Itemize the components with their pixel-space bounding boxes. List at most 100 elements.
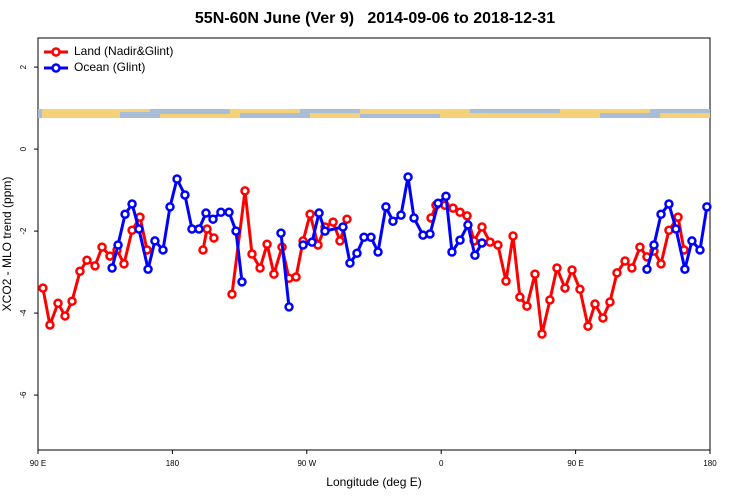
data-point bbox=[305, 209, 315, 220]
data-point bbox=[530, 269, 540, 279]
data-point bbox=[127, 199, 137, 209]
data-point bbox=[680, 264, 690, 274]
data-point bbox=[209, 233, 219, 243]
data-point bbox=[237, 277, 247, 287]
data-point bbox=[508, 231, 518, 241]
data-point bbox=[208, 214, 218, 224]
data-point bbox=[172, 174, 182, 184]
data-point bbox=[605, 297, 615, 307]
plot-frame bbox=[37, 37, 711, 451]
data-point bbox=[695, 245, 705, 255]
x-axis-label: Longitude (deg E) bbox=[326, 475, 421, 489]
legend-label: Ocean (Glint) bbox=[74, 60, 145, 74]
x-tick-label: 90 E bbox=[567, 459, 583, 468]
data-point bbox=[194, 224, 204, 234]
data-point bbox=[462, 211, 472, 221]
data-point bbox=[642, 264, 652, 274]
y-tick-label: -4 bbox=[19, 309, 28, 317]
data-point bbox=[575, 284, 585, 295]
data-point bbox=[441, 191, 451, 201]
y-tick-label: -2 bbox=[19, 227, 28, 235]
data-point bbox=[656, 209, 666, 220]
data-point bbox=[90, 261, 100, 271]
data-point bbox=[75, 266, 85, 277]
data-point bbox=[671, 224, 681, 234]
data-point bbox=[673, 212, 683, 222]
x-tick-label: 90 E bbox=[30, 459, 46, 468]
data-point bbox=[158, 245, 168, 255]
data-point bbox=[143, 264, 153, 274]
data-point bbox=[373, 247, 383, 257]
chart-title: 55N-60N June (Ver 9) 2014-09-06 to 2018-… bbox=[195, 10, 555, 27]
data-point bbox=[45, 320, 55, 330]
x-tick-label: 180 bbox=[166, 459, 180, 468]
data-point bbox=[627, 263, 637, 273]
data-point bbox=[231, 226, 241, 236]
data-point bbox=[515, 292, 525, 302]
data-point bbox=[447, 247, 457, 257]
data-point bbox=[97, 242, 107, 252]
x-tick-label: 180 bbox=[703, 459, 717, 468]
y-axis-label: XCO2 - MLO trend (ppm) bbox=[0, 177, 14, 312]
data-point bbox=[702, 202, 712, 212]
data-point bbox=[388, 216, 398, 226]
data-point bbox=[403, 172, 413, 182]
data-point bbox=[150, 236, 160, 246]
data-point bbox=[409, 213, 419, 223]
data-point bbox=[381, 202, 391, 212]
data-point bbox=[396, 210, 406, 220]
data-point bbox=[227, 289, 237, 299]
data-point bbox=[255, 263, 265, 273]
data-point bbox=[501, 276, 511, 286]
data-point bbox=[320, 226, 330, 236]
land-ocean-strip bbox=[38, 109, 710, 118]
data-point bbox=[224, 207, 234, 217]
data-point bbox=[552, 263, 562, 273]
data-point bbox=[560, 283, 570, 293]
data-point bbox=[284, 302, 294, 312]
data-point bbox=[590, 299, 600, 309]
legend-marker bbox=[51, 47, 61, 57]
data-point bbox=[583, 321, 593, 331]
data-point bbox=[60, 311, 70, 321]
data-point bbox=[448, 203, 458, 213]
x-tick-label: 0 bbox=[439, 459, 444, 468]
data-point bbox=[201, 208, 211, 218]
data-point bbox=[656, 259, 666, 269]
data-point bbox=[67, 296, 77, 306]
data-point bbox=[165, 202, 175, 212]
data-point bbox=[120, 209, 130, 220]
data-point bbox=[82, 255, 92, 265]
data-point bbox=[240, 186, 250, 196]
data-point bbox=[105, 251, 115, 261]
x-tick-label: 90 W bbox=[297, 459, 316, 468]
data-point bbox=[485, 237, 495, 247]
legend-marker bbox=[51, 63, 61, 73]
data-point bbox=[537, 329, 547, 339]
data-point bbox=[335, 236, 345, 246]
data-point bbox=[307, 237, 317, 247]
data-point bbox=[545, 295, 555, 305]
data-point bbox=[366, 232, 376, 242]
data-point bbox=[198, 245, 208, 255]
data-point bbox=[455, 235, 465, 245]
data-point bbox=[455, 207, 465, 217]
y-tick-label: -6 bbox=[19, 391, 28, 399]
y-tick-label: 0 bbox=[19, 146, 28, 151]
data-point bbox=[216, 207, 226, 217]
data-point bbox=[522, 301, 532, 311]
data-point bbox=[314, 208, 324, 218]
data-point bbox=[477, 238, 487, 248]
data-point bbox=[262, 239, 272, 249]
data-point bbox=[119, 259, 129, 269]
legend-label: Land (Nadir&Glint) bbox=[74, 44, 173, 58]
data-point bbox=[269, 269, 279, 279]
data-point bbox=[180, 190, 190, 200]
data-point bbox=[38, 283, 48, 293]
data-point bbox=[635, 242, 645, 252]
data-point bbox=[345, 258, 355, 268]
data-point bbox=[620, 256, 630, 266]
series-line bbox=[41, 189, 686, 336]
data-point bbox=[352, 248, 362, 258]
